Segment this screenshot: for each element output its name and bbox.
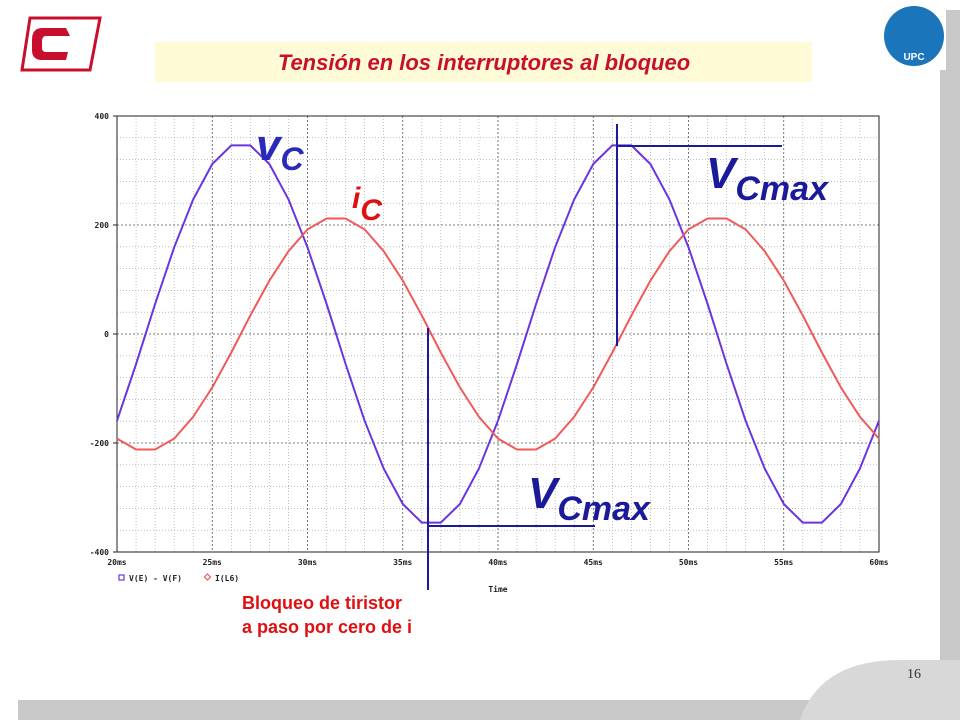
x-tick-label: 30ms — [298, 558, 317, 567]
x-tick-label: 55ms — [774, 558, 793, 567]
annotation-sub: C — [360, 194, 383, 227]
x-tick-label: 35ms — [393, 558, 412, 567]
legend-label: V(E) - V(F) — [129, 574, 182, 583]
svg-text:UPC: UPC — [903, 52, 924, 63]
annotation: VCmax — [706, 149, 830, 208]
slide-background — [0, 0, 940, 700]
legend-label: I(L6) — [215, 574, 239, 583]
x-tick-label: 45ms — [584, 558, 603, 567]
annotation-lines — [427, 124, 782, 590]
annotation-main: i — [352, 182, 361, 215]
legend-symbol — [118, 574, 125, 581]
annotation-main: v — [256, 121, 283, 170]
y-tick-label: -400 — [90, 548, 109, 557]
y-tick-label: 200 — [95, 221, 110, 230]
plot: 20ms 25ms 30ms 35ms 40ms 45ms 50ms 55ms 60ms -400… — [90, 112, 889, 594]
logo-upc: UPC — [882, 6, 946, 70]
annotation: vC — [256, 121, 304, 177]
x-axis-label: Time — [488, 584, 507, 594]
annotation: iC — [352, 182, 383, 227]
x-tick-label: 20ms — [107, 558, 126, 567]
y-tick-label: -200 — [90, 439, 109, 448]
plot-frame — [116, 115, 880, 553]
series-line — [116, 144, 880, 524]
x-tick-label: 60ms — [869, 558, 888, 567]
title-box — [155, 42, 812, 82]
slide-title: Tensión en los interruptores al bloqueo — [278, 50, 690, 75]
x-tick-label: 25ms — [203, 558, 222, 567]
annotation-main: V — [706, 149, 739, 198]
page-number: 16 — [907, 667, 921, 682]
y-tick-label: 400 — [95, 112, 110, 121]
note-line: a paso por cero de i — [242, 617, 412, 637]
corner-decoration — [800, 660, 960, 720]
y-tick-label: 0 — [104, 330, 109, 339]
logo-left — [20, 16, 102, 72]
x-tick-label: 50ms — [679, 558, 698, 567]
annotation-sub: Cmax — [735, 170, 830, 208]
note-line: Bloqueo de tiristor — [242, 593, 402, 613]
series-line — [116, 217, 880, 451]
legend-symbol — [203, 573, 212, 581]
annotation-main: V — [528, 469, 561, 518]
annotation-sub: C — [280, 141, 304, 177]
x-tick-label: 40ms — [488, 558, 507, 567]
annotation: VCmax — [528, 469, 652, 528]
annotation-sub: Cmax — [557, 490, 652, 528]
